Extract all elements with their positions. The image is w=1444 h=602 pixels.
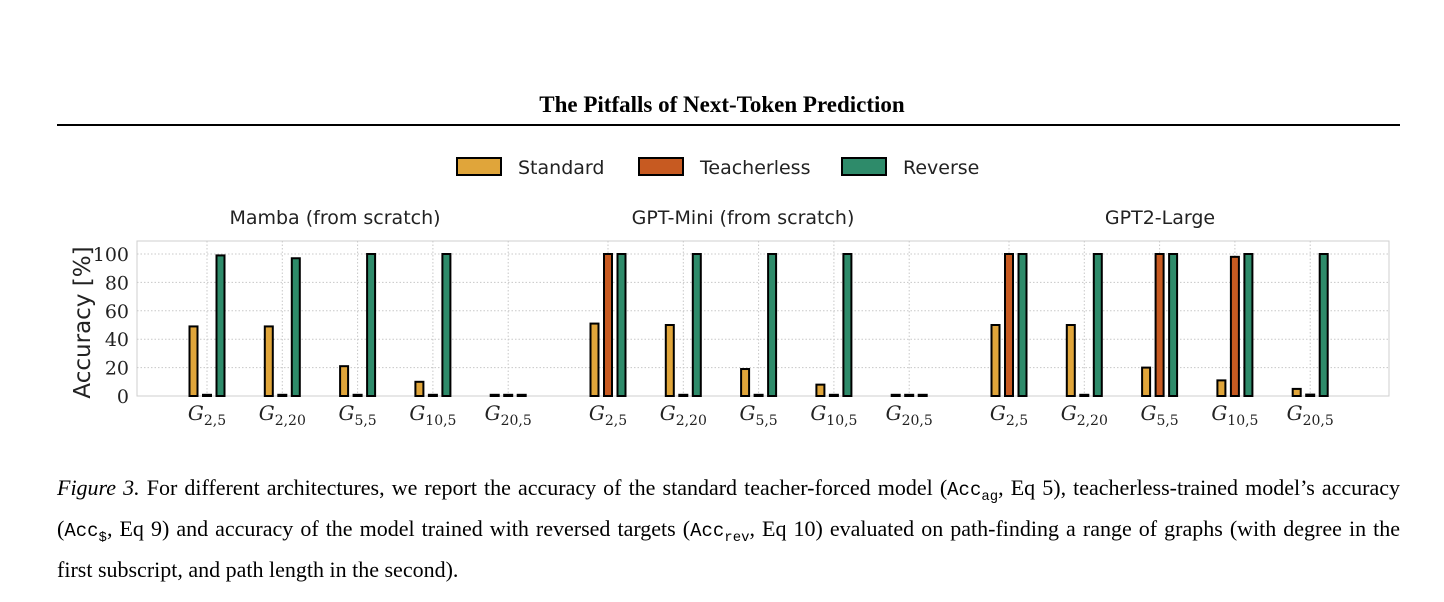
plot-area	[136, 240, 1390, 397]
bar-reverse-p1-c5	[516, 393, 527, 398]
page-header-title: The Pitfalls of Next-Token Prediction	[539, 92, 905, 117]
x-tick-label: G20,5	[1287, 401, 1334, 429]
bar-standard-p1-c3	[339, 365, 350, 397]
bar-standard-p2-c5	[890, 393, 901, 398]
panel-title-2: GPT-Mini (from scratch)	[632, 207, 855, 229]
caption-text-1: For different architectures, we report t…	[139, 475, 948, 500]
bar-reverse-p1-c2	[290, 257, 301, 398]
x-tick-label: G10,5	[1211, 401, 1258, 429]
bar-standard-p2-c4	[815, 383, 826, 397]
bar-teacherless-p3-c2	[1079, 393, 1090, 398]
x-tick-label: G5,5	[739, 401, 777, 429]
x-tick-label: G5,5	[1140, 401, 1178, 429]
x-tick-label: G5,5	[338, 401, 376, 429]
bar-teacherless-p3-c5	[1305, 393, 1316, 398]
caption-acc-rev: Accrev	[690, 519, 750, 546]
bar-teacherless-p1-c3	[352, 393, 363, 398]
bar-teacherless-p2-c1	[603, 253, 613, 397]
caption-label: Figure 3.	[57, 475, 140, 500]
legend-swatch-reverse	[841, 157, 887, 176]
bar-standard-p2-c2	[664, 324, 675, 397]
bar-standard-p3-c3	[1141, 366, 1152, 398]
bar-teacherless-p3-c3	[1154, 253, 1165, 397]
x-tick-label: G20,5	[886, 401, 933, 429]
bar-reverse-p2-c4	[842, 253, 853, 397]
bar-standard-p3-c1	[990, 324, 1001, 397]
bar-standard-p3-c4	[1216, 379, 1227, 398]
bar-reverse-p2-c3	[767, 253, 778, 397]
caption-acc-ag: Accag	[947, 479, 999, 505]
x-tick-label: G20,5	[485, 401, 532, 429]
bar-teacherless-p3-c1	[1004, 253, 1014, 397]
x-tick-label: G10,5	[409, 401, 456, 429]
x-tick-label: G2,20	[259, 401, 306, 429]
caption-text-4: , Eq 10) evaluated on path-finding a ran…	[57, 515, 1400, 582]
bar-teacherless-p1-c5	[503, 393, 514, 398]
panel-title-1: Mamba (from scratch)	[229, 207, 440, 229]
bar-standard-p2-c1	[589, 322, 600, 397]
bar-standard-p2-c3	[740, 368, 751, 398]
bar-teacherless-p1-c4	[427, 393, 438, 398]
y-tick-label-0: 0	[117, 386, 129, 408]
bar-reverse-p3-c2	[1092, 253, 1103, 397]
bar-teacherless-p2-c3	[753, 393, 764, 398]
bar-teacherless-p3-c4	[1229, 255, 1240, 397]
x-tick-label: G2,5	[589, 401, 627, 429]
y-tick-label-80: 80	[105, 272, 129, 294]
bar-reverse-p3-c1	[1017, 253, 1028, 397]
bar-reverse-p2-c1	[616, 253, 627, 397]
y-tick-label-100: 100	[93, 244, 129, 266]
y-axis-label: Accuracy [%]	[70, 246, 96, 398]
legend-label-teacherless: Teacherless	[699, 157, 810, 179]
bar-reverse-p1-c4	[441, 253, 452, 397]
bar-chart: Standard Teacherless Reverse Mamba (from sc…	[70, 157, 1390, 429]
bar-standard-p3-c5	[1291, 387, 1302, 397]
header-divider	[57, 124, 1400, 126]
x-tick-label: G10,5	[810, 401, 857, 429]
bar-standard-p1-c4	[414, 380, 425, 398]
caption-acc-dollar: Acc$	[64, 519, 107, 546]
bar-teacherless-p1-c1	[202, 393, 212, 398]
caption-text-2: , Eq 5), teacherless-trained model’s acc…	[57, 475, 1401, 541]
y-tick-label-40: 40	[105, 329, 129, 351]
bar-standard-p1-c2	[263, 325, 274, 397]
panel-title-3: GPT2-Large	[1105, 207, 1215, 229]
x-tick-label: G2,20	[660, 401, 707, 429]
legend-swatch-teacherless	[638, 157, 684, 176]
y-tick-label-20: 20	[105, 358, 129, 380]
bar-reverse-p2-c2	[691, 253, 702, 397]
bar-standard-p1-c5	[489, 393, 500, 398]
bar-teacherless-p2-c5	[904, 393, 915, 398]
bar-reverse-p3-c4	[1243, 253, 1254, 397]
bar-teacherless-p2-c4	[828, 393, 839, 398]
caption-text-3: , Eq 9) and accuracy of the model traine…	[106, 515, 691, 541]
bar-teacherless-p2-c2	[678, 393, 689, 398]
bar-reverse-p1-c1	[215, 254, 226, 397]
bar-reverse-p2-c5	[917, 393, 928, 398]
x-tick-label: G2,20	[1061, 401, 1108, 429]
bar-teacherless-p1-c2	[277, 393, 288, 398]
y-tick-label-60: 60	[105, 301, 129, 323]
figure-caption: Figure 3. For different architectures, w…	[57, 472, 1400, 585]
bar-reverse-p1-c3	[366, 253, 377, 397]
x-tick-label: G2,5	[188, 401, 226, 429]
bar-reverse-p3-c3	[1168, 253, 1179, 397]
x-tick-label: G2,5	[990, 401, 1028, 429]
legend-label-standard: Standard	[518, 157, 604, 179]
legend-label-reverse: Reverse	[903, 157, 979, 179]
bar-standard-p3-c2	[1065, 324, 1076, 397]
legend-swatch-standard	[456, 157, 502, 176]
bar-reverse-p3-c5	[1318, 253, 1329, 397]
bar-standard-p1-c1	[188, 325, 199, 397]
